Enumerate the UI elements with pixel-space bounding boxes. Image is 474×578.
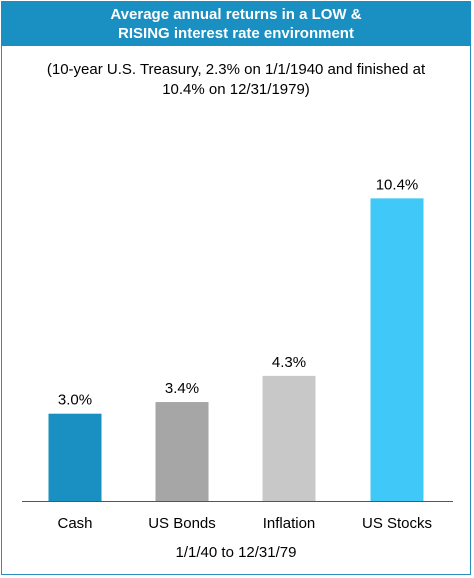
data-label: 3.0% (58, 392, 92, 409)
x-tick-label: Cash (57, 515, 92, 532)
bar-us-bonds (155, 402, 209, 501)
x-tick-label: Inflation (263, 515, 316, 532)
chart-subtitle: (10-year U.S. Treasury, 2.3% on 1/1/1940… (1, 60, 471, 100)
x-axis-title: 1/1/40 to 12/31/79 (175, 544, 297, 561)
x-tick-label: US Stocks (362, 515, 432, 532)
data-label: 3.4% (165, 380, 199, 397)
title-bar: Average annual returns in a LOW & RISING… (1, 1, 471, 46)
bar-cash (48, 413, 102, 501)
data-label: 4.3% (272, 354, 306, 371)
data-label: 10.4% (376, 176, 419, 193)
chart-title-line-1: Average annual returns in a LOW & (110, 5, 362, 23)
bar-inflation (262, 375, 316, 501)
chart-title-line-2: RISING interest rate environment (118, 24, 354, 42)
x-tick-label: US Bonds (148, 515, 216, 532)
chart-subtitle-line-1: (10-year U.S. Treasury, 2.3% on 1/1/1940… (46, 61, 426, 78)
bar-us-stocks (370, 198, 424, 502)
chart-subtitle-line-2: 10.4% on 12/31/1979) (162, 81, 310, 98)
